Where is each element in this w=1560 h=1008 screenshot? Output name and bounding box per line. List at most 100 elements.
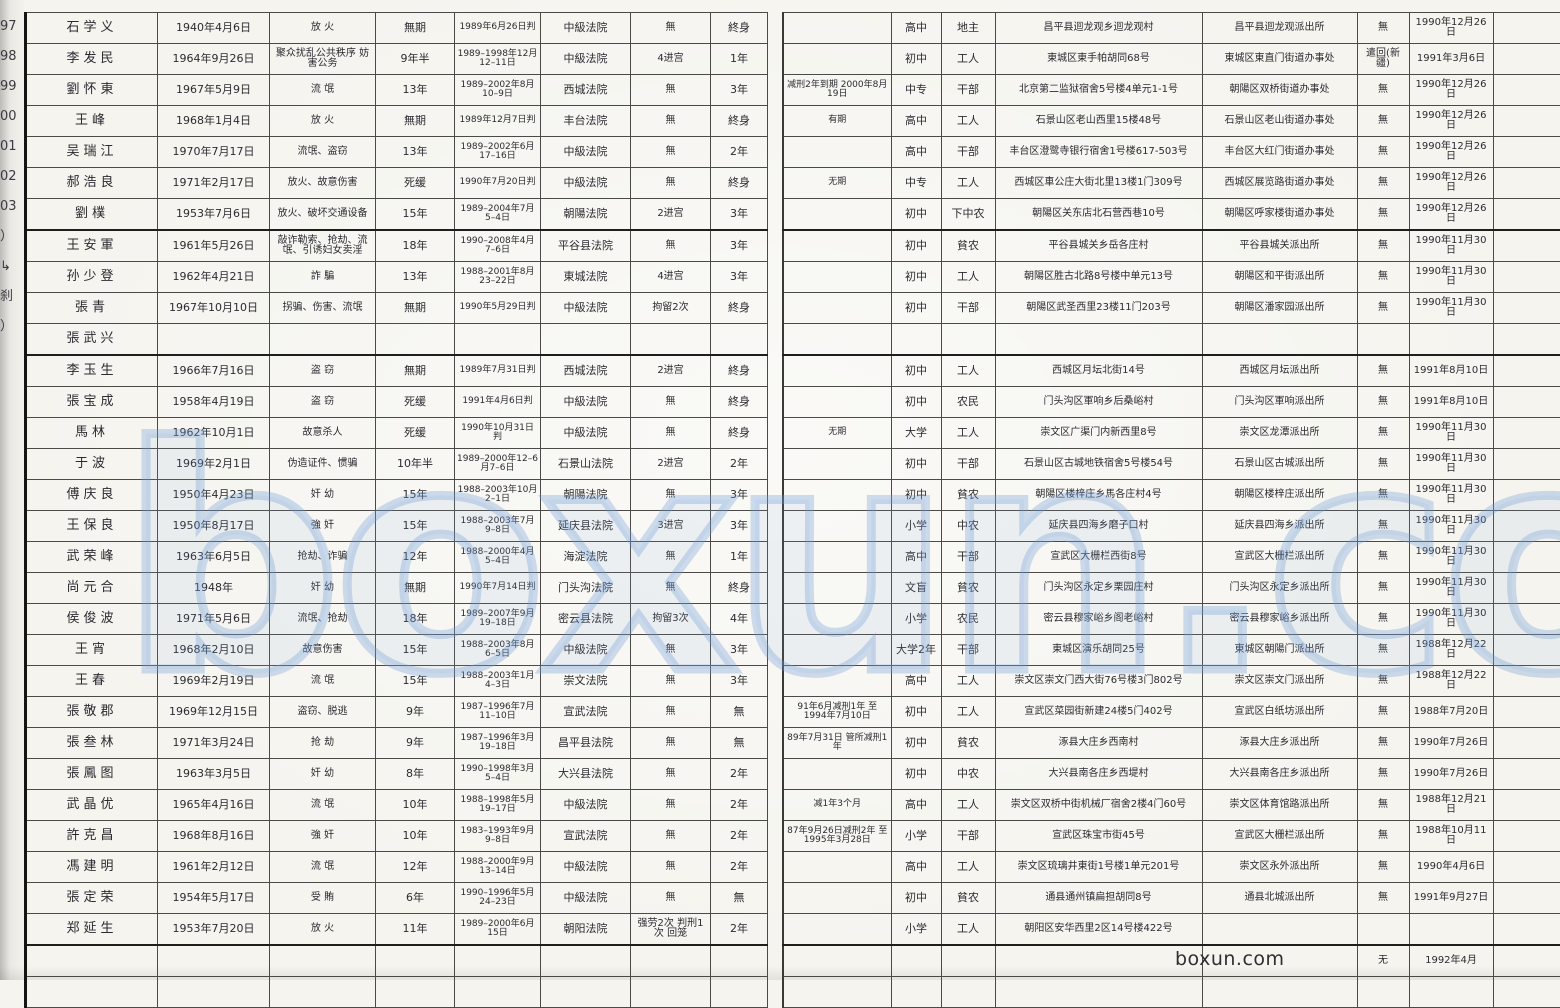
court-cell [540,944,631,977]
judged-cell: 1990–1998年3月5–4日 [454,758,541,790]
rights-cell: 終身 [710,354,768,387]
station-cell: 丰台区大红门街道办事处 [1201,136,1358,168]
cls-cell: 工人 [940,167,996,199]
court-cell: 中級法院 [540,417,631,449]
term-cell: 15年 [375,665,455,697]
cls-cell: 下中农 [940,198,996,231]
term-cell: 18年 [375,603,455,635]
record-cell [630,944,711,977]
station-cell: 朝陽区楼梓庄派出所 [1201,479,1358,511]
remark-cell [1356,323,1410,356]
note-cell [782,851,892,883]
name-cell: 張武兴 [25,323,158,356]
term-cell: 10年 [375,789,455,821]
margin-row-number: ↳ [0,259,11,274]
station-cell: 门头沟区軍响派出所 [1201,386,1358,418]
rights-cell: 2年 [710,913,768,946]
name-cell: 張敬郡 [25,696,158,728]
judged-cell: 1989–2002年8月10–9日 [454,74,541,106]
edu-cell: 中专 [890,167,942,199]
station-cell: 门头沟区永定乡派出所 [1201,572,1358,604]
ledger-row: 武荣峰 1963年6月5日 抢劫、诈骗 12年 1988–2000年4月5–4日 海淀法院… [25,541,768,573]
station-cell: 西城区展览路街道办事处 [1201,167,1358,199]
term-cell: 死缓 [375,417,455,449]
court-cell: 海淀法院 [540,541,631,573]
cls-cell: 干部 [940,74,996,106]
margin-row-number: ） [0,319,14,334]
edu-cell: 小学 [890,510,942,542]
record-cell: 無 [630,665,711,697]
addr-cell: 西城区月坛北街14号 [994,354,1203,387]
note-cell [782,603,892,635]
edu-cell: 高中 [890,105,942,137]
empty-cell [1492,292,1560,324]
judged-cell: 1989–1998年12月12–11日 [454,43,541,75]
remark-cell: 無 [1356,12,1410,44]
crime-cell: 故意杀人 [269,417,376,449]
date-cell: 1990年12月26日 [1408,74,1494,106]
ledger-row: 高中 干部 丰台区澄鹭寺银行宿舍1号楼617-503号 丰台区大红门街道办事处無 199… [782,136,1560,168]
record-cell: 無 [630,851,711,883]
crime-cell: 奸 幼 [269,572,376,604]
cls-cell: 貧农 [940,229,996,262]
remark-cell: 無 [1356,386,1410,418]
empty-cell [1492,74,1560,106]
rights-cell: 無 [710,696,768,728]
rights-cell [710,323,768,356]
margin-row-number: ） [0,229,14,244]
margin-row-number: 99 [0,79,17,94]
term-cell: 12年 [375,851,455,883]
term-cell [375,976,455,1008]
rights-cell [710,944,768,977]
note-cell [782,12,892,44]
name-cell: 郝浩良 [25,167,158,199]
crime-cell: 拐骗、伤害、流氓 [269,292,376,324]
rights-cell: 1年 [710,43,768,75]
name-cell: 馬林 [25,417,158,449]
ledger-row: 馮建明 1961年2月12日流 氓 12年 1988–2000年9月13–14日 中級法… [25,851,768,883]
birth-cell: 1967年5月9日 [157,74,270,106]
edu-cell: 中专 [890,74,942,106]
ledger-row: 王保良 1950年8月17日強 奸 15年 1988–2003年7月9–8日 延庆县法院… [25,510,768,542]
term-cell: 8年 [375,758,455,790]
name-cell: 尚元合 [25,572,158,604]
empty-cell [1492,882,1560,914]
birth-cell: 1968年8月16日 [157,820,270,852]
birth-cell: 1953年7月6日 [157,198,270,231]
crime-cell: 盗 窃 [269,386,376,418]
crime-cell: 流 氓 [269,665,376,697]
margin-row-number: 01 [0,139,17,154]
empty-cell [1492,634,1560,666]
term-cell: 死缓 [375,386,455,418]
court-cell: 宣武法院 [540,820,631,852]
addr-cell: 朝陽区胜古北路8号楼中单元13号 [994,261,1203,293]
rights-cell: 終身 [710,167,768,199]
addr-cell [994,944,1203,977]
station-cell [1201,323,1358,356]
remark-cell: 無 [1356,136,1410,168]
name-cell: 李玉生 [25,354,158,387]
birth-cell: 1953年7月20日 [157,913,270,946]
rights-cell: 無 [710,882,768,914]
remark-cell: 無 [1356,696,1410,728]
birth-cell: 1971年3月24日 [157,727,270,759]
ledger-row: 馬林 1962年10月1日 故意杀人 死缓 1990年10月31日判 中級法院無終身 [25,417,768,449]
crime-cell: 強 奸 [269,820,376,852]
judged-cell: 1989–2000年6月15日 [454,913,541,946]
crime-cell [269,323,376,356]
rights-cell: 終身 [710,417,768,449]
empty-cell [1492,665,1560,697]
record-cell: 强劳2次 判刑1次 回笼 [630,913,711,946]
judged-cell: 1991年4月6日判 [454,386,541,418]
remark-cell: 無 [1356,789,1410,821]
term-cell: 無期 [375,105,455,137]
name-cell: 劉怀東 [25,74,158,106]
remark-cell: 無 [1356,261,1410,293]
name-cell: 劉樸 [25,198,158,231]
ledger-row: 高中 干部 宣武区大栅栏西街8号 宣武区大栅栏派出所無 1990年11月30日 [782,541,1560,573]
addr-cell: 石景山区古城地铁宿舍5号楼54号 [994,448,1203,480]
rights-cell: 1年 [710,541,768,573]
edu-cell: 初中 [890,198,942,231]
station-cell: 崇文区体育馆路派出所 [1201,789,1358,821]
term-cell: 9年 [375,727,455,759]
